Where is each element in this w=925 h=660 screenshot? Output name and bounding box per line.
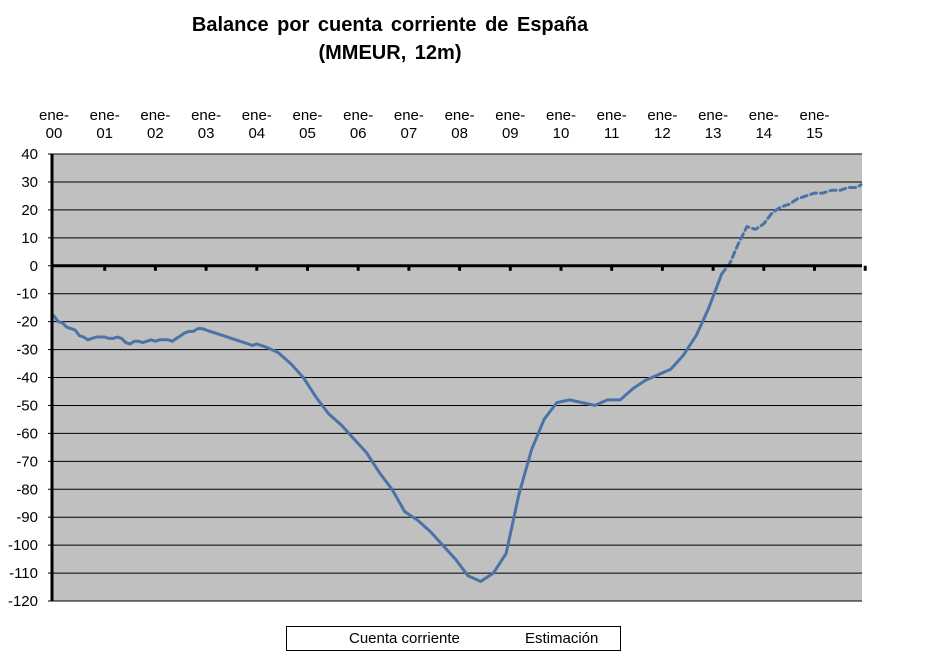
series-line-estimacion [720, 183, 863, 276]
x-tick-label: ene-01 [90, 107, 120, 142]
y-tick-label: 0 [30, 258, 38, 275]
series-line-cuenta-corriente [52, 272, 724, 583]
legend-label-cuenta-corriente: Cuenta corriente [349, 630, 460, 647]
chart-title: Balance por cuenta corriente de España [191, 14, 589, 36]
x-tick-label: ene-03 [191, 107, 221, 142]
x-tick-label: ene-14 [749, 107, 779, 142]
y-tick-label: -90 [16, 509, 38, 526]
x-tick-label: ene-07 [394, 107, 424, 142]
x-tick-label: ene-11 [597, 107, 627, 142]
x-tick-label: ene-04 [242, 107, 272, 142]
chart-subtitle: (MMEUR, 12m) [318, 42, 462, 64]
x-tick-label: ene-06 [343, 107, 373, 142]
x-tick-label: ene-08 [445, 107, 475, 142]
x-tick-label: ene-10 [546, 107, 576, 142]
x-tick-label: ene-09 [495, 107, 525, 142]
y-tick-label: -40 [16, 370, 38, 387]
y-tick-label: -60 [16, 425, 38, 442]
y-tick-label: 20 [21, 202, 38, 219]
x-tick-label: ene-02 [140, 107, 170, 142]
x-tick-label: ene-00 [39, 107, 69, 142]
y-tick-label: 10 [21, 230, 38, 247]
y-tick-label: -20 [16, 314, 38, 331]
y-tick-label: -10 [16, 286, 38, 303]
y-tick-label: -50 [16, 397, 38, 414]
x-tick-label: ene-05 [292, 107, 322, 142]
y-tick-label: 40 [21, 146, 38, 163]
legend-label-estimacion: Estimación [525, 630, 599, 647]
x-tick-label: ene-15 [799, 107, 829, 142]
y-tick-label: -30 [16, 342, 38, 359]
legend: Cuenta corriente Estimación [286, 626, 621, 651]
x-tick-label: ene-12 [647, 107, 677, 142]
y-tick-label: -110 [9, 565, 38, 582]
y-tick-label: -70 [16, 453, 38, 470]
y-tick-label: -120 [8, 593, 38, 610]
x-tick-label: ene-13 [698, 107, 728, 142]
y-tick-label: -100 [8, 537, 38, 554]
y-tick-label: -80 [16, 481, 38, 498]
y-tick-label: 30 [21, 174, 38, 191]
